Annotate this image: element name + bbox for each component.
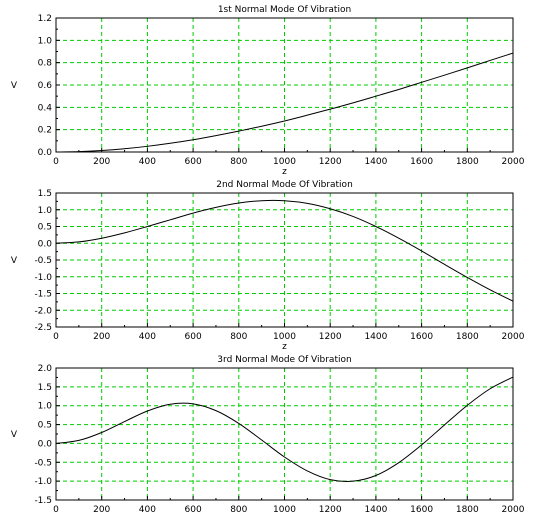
y-tick-label: 1.0 <box>38 402 53 412</box>
y-tick-label: 0.4 <box>38 103 53 113</box>
x-tick-label: 2000 <box>502 157 525 167</box>
x-tick-label: 0 <box>53 157 59 167</box>
x-tick-label: 200 <box>93 505 110 515</box>
y-tick-label: 0.0 <box>38 439 53 449</box>
y-tick-label: 0.8 <box>38 59 53 69</box>
y-tick-label: -1.0 <box>34 477 52 487</box>
x-tick-label: 1800 <box>456 332 479 342</box>
x-tick-label: 1000 <box>273 505 296 515</box>
y-axis-label: V <box>11 256 18 266</box>
y-tick-label: 2.0 <box>38 364 53 374</box>
x-tick-label: 1000 <box>273 157 296 167</box>
x-tick-label: 1000 <box>273 332 296 342</box>
x-tick-label: 600 <box>185 332 202 342</box>
x-tick-label: 600 <box>185 505 202 515</box>
y-tick-label: 1.5 <box>38 383 52 393</box>
x-tick-label: 400 <box>139 505 156 515</box>
y-axis-label: V <box>11 430 18 440</box>
y-tick-label: -0.5 <box>34 458 52 468</box>
x-tick-label: 1600 <box>410 332 433 342</box>
x-tick-label: 2000 <box>502 505 525 515</box>
x-tick-label: 2000 <box>502 332 525 342</box>
x-tick-label: 1200 <box>319 332 342 342</box>
y-tick-label: 1.0 <box>38 206 53 216</box>
x-tick-label: 200 <box>93 157 110 167</box>
y-tick-label: 0.5 <box>38 421 52 431</box>
x-tick-label: 1400 <box>364 505 387 515</box>
x-tick-label: 200 <box>93 332 110 342</box>
y-tick-label: -1.0 <box>34 273 52 283</box>
x-tick-label: 1400 <box>364 157 387 167</box>
y-tick-label: 1.0 <box>38 36 53 46</box>
x-tick-label: 1600 <box>410 157 433 167</box>
x-tick-label: 1800 <box>456 505 479 515</box>
y-tick-label: 0.0 <box>38 239 53 249</box>
subplot-1: 1st Normal Mode Of Vibration 0 200 400 600 80… <box>11 5 525 177</box>
y-tick-label: -2.0 <box>34 306 52 316</box>
x-tick-label: 800 <box>230 157 247 167</box>
x-tick-label: 1200 <box>319 505 342 515</box>
x-tick-label: 1200 <box>319 157 342 167</box>
chart-title: 3rd Normal Mode Of Vibration <box>217 355 351 365</box>
x-tick-label: 600 <box>185 157 202 167</box>
x-axis-label: z <box>282 167 287 177</box>
y-tick-label: 1.5 <box>38 189 52 199</box>
x-tick-label: 1400 <box>364 332 387 342</box>
y-tick-label: 1.2 <box>38 14 52 24</box>
x-tick-label: 400 <box>139 157 156 167</box>
x-tick-label: 0 <box>53 505 59 515</box>
y-tick-label: -2.5 <box>34 323 52 333</box>
y-tick-label: -0.5 <box>34 256 52 266</box>
subplot-2: 2nd Normal Mode Of Vibration 0 200 400 600 80… <box>11 180 525 352</box>
chart-title: 2nd Normal Mode Of Vibration <box>216 180 353 190</box>
y-tick-label: -1.5 <box>34 290 52 300</box>
x-tick-label: 0 <box>53 332 59 342</box>
chart-title: 1st Normal Mode Of Vibration <box>218 5 351 15</box>
y-tick-label: 0.2 <box>38 126 52 136</box>
y-tick-label: -1.5 <box>34 496 52 506</box>
x-tick-label: 800 <box>230 332 247 342</box>
x-tick-label: 400 <box>139 332 156 342</box>
x-tick-label: 1600 <box>410 505 433 515</box>
x-axis-label: z <box>282 342 287 352</box>
y-tick-label: 0.5 <box>38 223 52 233</box>
y-axis-label: V <box>11 81 18 91</box>
x-tick-label: 1800 <box>456 157 479 167</box>
y-tick-label: 0.6 <box>38 81 53 91</box>
y-tick-label: 0.0 <box>38 148 53 158</box>
subplot-3: 3rd Normal Mode Of Vibration 0 200 400 600 80… <box>11 355 525 515</box>
x-tick-label: 800 <box>230 505 247 515</box>
